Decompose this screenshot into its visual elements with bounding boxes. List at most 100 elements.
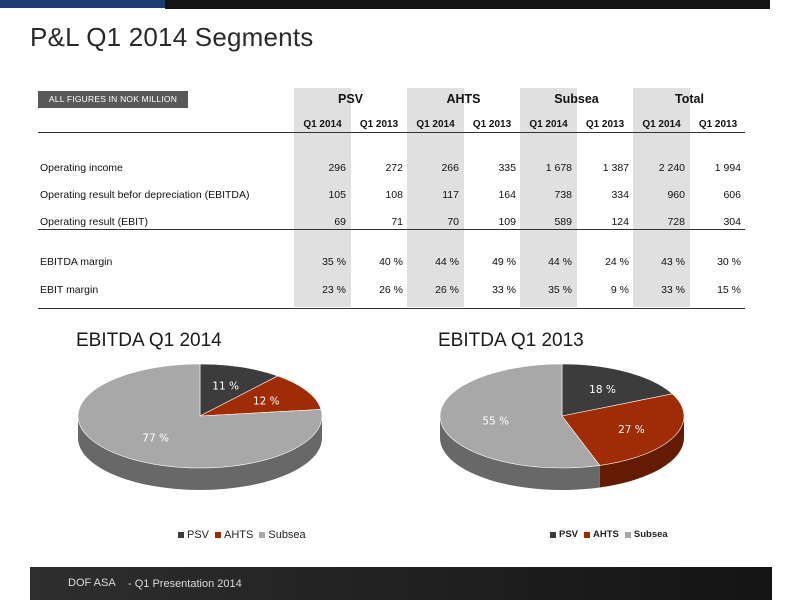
sub-head: Q1 2013 <box>359 119 399 130</box>
legend-swatch <box>178 532 184 538</box>
table-cell: 35 % <box>548 284 572 296</box>
top-header-bar <box>165 0 770 9</box>
table-cell: 108 <box>385 189 403 201</box>
table-cell: 335 <box>498 162 516 174</box>
legend-label: Subsea <box>268 529 306 541</box>
legend-label: AHTS <box>224 529 254 541</box>
table-cell: 1 678 <box>545 162 572 174</box>
table-cell: 9 % <box>610 284 629 296</box>
pie-chart-2013: 18 % 27 % 55 % <box>439 363 685 490</box>
slide-title: P&L Q1 2014 Segments <box>30 22 314 52</box>
pie-slice-ahts <box>199 375 322 417</box>
table-cell: 33 % <box>661 284 685 296</box>
table-cell: 69 <box>334 216 346 228</box>
table-cell: 30 % <box>717 256 741 268</box>
table-cell: 15 % <box>717 284 741 296</box>
legend-2014: PSV AHTS Subsea <box>178 529 312 541</box>
table-cell: 44 % <box>548 256 572 268</box>
table-cell: 738 <box>554 189 572 201</box>
table-cell: 164 <box>498 189 516 201</box>
table-cell: 26 % <box>435 284 459 296</box>
pie-slice-ahts <box>561 393 685 466</box>
row-label: Operating income <box>40 162 123 174</box>
sub-head: Q1 2014 <box>416 119 455 130</box>
table-rule-header <box>38 132 745 133</box>
pie-data-label: 11 % <box>212 381 239 393</box>
row-label: Operating result (EBIT) <box>40 216 148 228</box>
pie-slice-side-subsea <box>440 416 600 490</box>
footer-text: - Q1 Presentation 2014 <box>128 578 242 590</box>
sub-head: Q1 2013 <box>585 119 625 130</box>
table-cell: 117 <box>442 189 459 201</box>
chart-title-2013: EBITDA Q1 2013 <box>438 330 584 351</box>
legend-item-subsea: Subsea <box>624 529 668 540</box>
pie-slice-subsea <box>439 363 601 469</box>
table-rule-bottom <box>38 308 745 309</box>
table-cell: 1 387 <box>602 162 629 174</box>
table-cell: 24 % <box>605 256 629 268</box>
table-cell: 266 <box>441 162 459 174</box>
top-accent-bar <box>0 0 165 8</box>
footer-bar <box>30 567 772 600</box>
sub-head: Q1 2013 <box>698 119 738 130</box>
group-head-psv: PSV <box>337 92 363 106</box>
legend-item-psv: PSV <box>178 529 209 541</box>
row-label: Operating result befor depreciation (EBI… <box>40 189 250 201</box>
table-cell: 49 % <box>492 256 516 268</box>
col-shade-ahts-q1-2014 <box>407 88 464 307</box>
table-cell: 71 <box>391 216 403 228</box>
legend-swatch <box>584 531 591 538</box>
sub-head: Q1 2014 <box>642 119 681 130</box>
units-badge: ALL FIGURES IN NOK MILLION <box>38 91 188 108</box>
sub-head: Q1 2013 <box>472 119 512 130</box>
pie-data-label: 77 % <box>142 432 169 444</box>
table-cell: 35 % <box>322 256 346 268</box>
legend-swatch <box>259 532 266 538</box>
pie-data-label: 55 % <box>482 415 509 427</box>
legend-2013: PSV AHTS Subsea <box>550 529 674 540</box>
table-cell: 272 <box>385 162 403 174</box>
table-rule-middle <box>38 229 745 230</box>
table-cell: 2 240 <box>658 162 685 174</box>
table-cell: 44 % <box>435 256 459 268</box>
pie-slice-subsea <box>77 363 323 469</box>
legend-swatch <box>550 531 556 538</box>
table-cell: 105 <box>328 189 346 201</box>
table-cell: 43 % <box>661 256 685 268</box>
legend-label: PSV <box>187 529 210 541</box>
table-cell: 26 % <box>379 284 403 296</box>
legend-item-psv: PSV <box>550 529 578 540</box>
table-cell: 70 <box>447 216 459 228</box>
col-shade-subsea-q1-2014 <box>520 88 577 307</box>
table-cell: 296 <box>328 162 346 174</box>
pie-slice-psv <box>199 363 279 417</box>
group-head-total: Total <box>675 92 704 106</box>
pie-data-label: 12 % <box>253 395 280 407</box>
legend-label: PSV <box>559 529 579 540</box>
pie-slice-psv <box>561 363 674 417</box>
row-label: EBIT margin <box>40 284 99 296</box>
table-cell: 728 <box>667 216 685 228</box>
table-cell: 589 <box>554 216 572 228</box>
legend-label: AHTS <box>593 529 619 540</box>
table-cell: 1 994 <box>714 162 741 174</box>
chart-title-2014: EBITDA Q1 2014 <box>76 330 222 351</box>
legend-item-ahts: AHTS <box>584 529 619 540</box>
table-cell: 23 % <box>322 284 346 296</box>
legend-swatch <box>624 531 631 538</box>
legend-swatch <box>215 532 222 538</box>
pie-slice-side-ahts <box>599 416 684 488</box>
table-cell: 109 <box>498 216 516 228</box>
table-cell: 304 <box>723 216 741 228</box>
group-head-ahts: AHTS <box>446 92 481 106</box>
table-cell: 334 <box>611 189 629 201</box>
col-shade-psv-q1-2014 <box>294 88 351 307</box>
footer-company: DOF ASA <box>68 577 116 589</box>
row-label: EBITDA margin <box>40 256 113 268</box>
legend-label: Subsea <box>633 529 668 540</box>
sub-head: Q1 2014 <box>303 119 342 130</box>
table-cell: 33 % <box>492 284 516 296</box>
table-cell: 606 <box>723 189 741 201</box>
legend-item-ahts: AHTS <box>215 529 253 541</box>
table-cell: 40 % <box>379 256 403 268</box>
